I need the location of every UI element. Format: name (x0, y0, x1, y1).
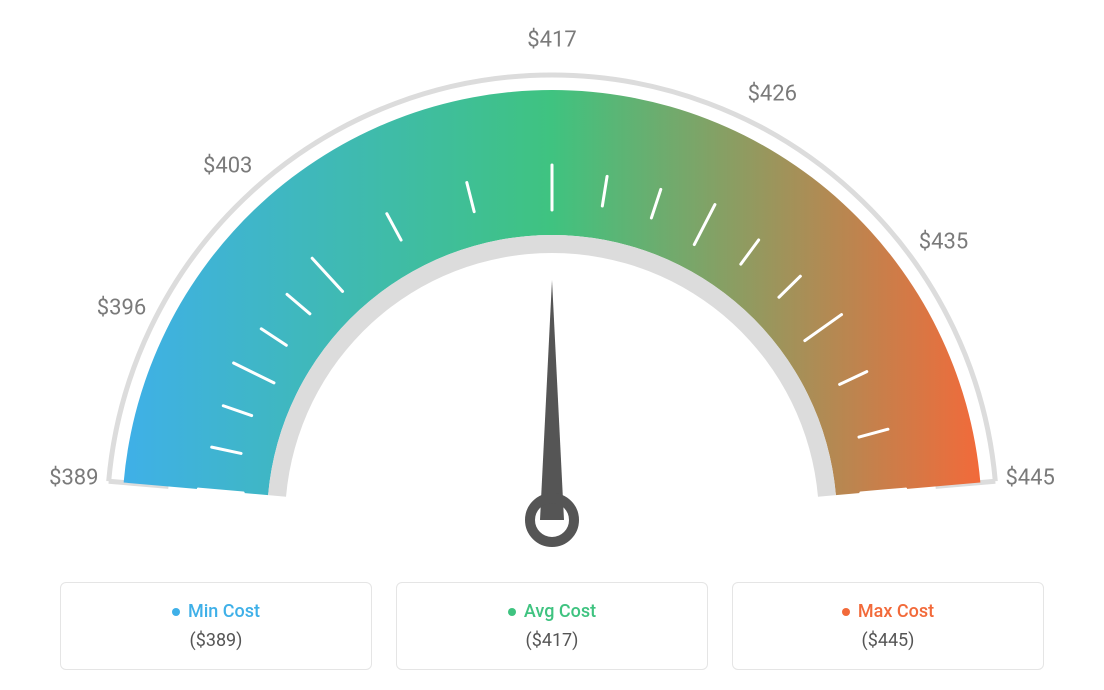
legend-avg-label: Avg Cost (524, 601, 596, 622)
legend-avg-box: Avg Cost ($417) (396, 582, 708, 670)
gauge-tick-label: $417 (527, 28, 576, 53)
legend-avg-value: ($417) (409, 630, 695, 651)
gauge-tick-label: $426 (748, 81, 797, 106)
legend-row: Min Cost ($389) Avg Cost ($417) Max Cost… (60, 582, 1044, 670)
legend-max-label-line: Max Cost (745, 601, 1031, 622)
gauge-tick-label: $389 (49, 466, 98, 491)
legend-min-box: Min Cost ($389) (60, 582, 372, 670)
gauge-tick-label: $445 (1005, 466, 1054, 491)
legend-min-label-line: Min Cost (73, 601, 359, 622)
gauge-tick-label: $396 (97, 295, 146, 320)
legend-max-label: Max Cost (858, 601, 934, 622)
gauge-tick-label: $403 (203, 154, 252, 179)
gauge-needle (540, 280, 564, 520)
gauge-tick-label: $435 (919, 230, 968, 255)
legend-min-dot (172, 608, 180, 616)
legend-min-value: ($389) (73, 630, 359, 651)
legend-avg-label-line: Avg Cost (409, 601, 695, 622)
legend-max-value: ($445) (745, 630, 1031, 651)
legend-max-dot (842, 608, 850, 616)
legend-min-label: Min Cost (188, 601, 260, 622)
gauge-chart-container: $389 $396 $403 $417 $426 $435 $445 Min Cost ($… (0, 0, 1104, 690)
legend-max-box: Max Cost ($445) (732, 582, 1044, 670)
gauge-svg (0, 0, 1104, 560)
legend-avg-dot (508, 608, 516, 616)
gauge-area: $389 $396 $403 $417 $426 $435 $445 (0, 0, 1104, 560)
